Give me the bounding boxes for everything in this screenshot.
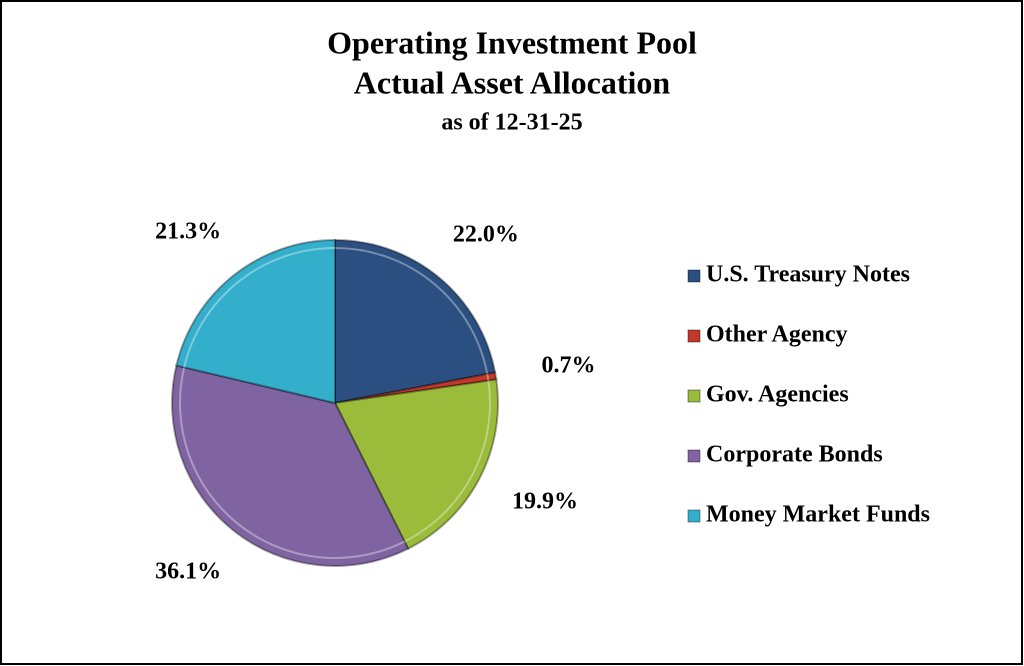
- pie-slice: [334, 371, 498, 404]
- legend-swatch: [687, 389, 701, 403]
- legend-label: Money Market Funds: [706, 502, 930, 528]
- pie-slice: [171, 364, 410, 567]
- pie-slice: [334, 238, 497, 405]
- pie-slice: [175, 238, 336, 405]
- slice-bevel: [404, 380, 491, 543]
- slice-bevel: [486, 373, 490, 381]
- data-label: 36.1%: [155, 559, 221, 585]
- slice-bevel: [183, 247, 336, 368]
- data-label: 22.0%: [453, 221, 519, 247]
- legend-swatch: [687, 329, 701, 343]
- slice-bevel: [334, 247, 489, 375]
- pie-slice: [333, 378, 499, 551]
- chart-title: Actual Asset Allocation: [354, 64, 671, 100]
- data-label: 21.3%: [155, 218, 221, 244]
- legend-label: Corporate Bonds: [706, 442, 883, 468]
- legend-label: Other Agency: [706, 322, 848, 348]
- legend-swatch: [687, 449, 701, 463]
- legend-swatch: [687, 509, 701, 523]
- legend-label: Gov. Agencies: [706, 382, 849, 408]
- data-label: 0.7%: [542, 353, 596, 379]
- slice-bevel: [179, 367, 405, 559]
- legend-swatch: [687, 269, 701, 283]
- data-label: 19.9%: [512, 489, 578, 515]
- chart-subtitle: as of 12-31-25: [441, 110, 582, 136]
- legend-label: U.S. Treasury Notes: [706, 262, 910, 288]
- chart-title: Operating Investment Pool: [327, 24, 697, 60]
